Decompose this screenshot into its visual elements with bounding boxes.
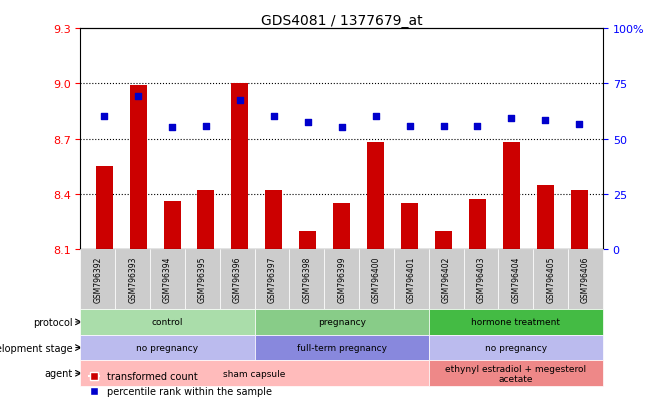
Point	[540, 117, 551, 124]
Bar	[367, 143, 384, 249]
Point	[371, 114, 381, 121]
Point	[98, 114, 109, 121]
Text: full-term pregnancy: full-term pregnancy	[297, 343, 387, 352]
Legend: transformed count, percentile rank within the sample: transformed count, percentile rank withi…	[85, 367, 275, 400]
Text: GSM796400: GSM796400	[372, 256, 381, 303]
Point	[336, 125, 347, 131]
Text: no pregnancy: no pregnancy	[485, 343, 547, 352]
Bar	[163, 202, 180, 249]
Text: pregnancy: pregnancy	[318, 318, 366, 327]
Bar	[129, 86, 147, 249]
Text: GSM796397: GSM796397	[267, 256, 277, 303]
Text: GSM796396: GSM796396	[232, 256, 242, 303]
Bar	[333, 204, 350, 249]
Text: GSM796402: GSM796402	[442, 256, 451, 303]
Point	[269, 114, 279, 121]
Text: development stage: development stage	[0, 343, 72, 353]
Point	[234, 97, 245, 104]
Point	[506, 116, 517, 122]
Bar	[198, 191, 214, 249]
Title: GDS4081 / 1377679_at: GDS4081 / 1377679_at	[261, 14, 423, 28]
Text: GSM796405: GSM796405	[546, 256, 555, 303]
Text: ethynyl estradiol + megesterol
acetate: ethynyl estradiol + megesterol acetate	[446, 364, 586, 383]
Text: agent: agent	[44, 368, 72, 378]
Point	[404, 123, 415, 130]
Text: no pregnancy: no pregnancy	[137, 343, 198, 352]
Bar	[265, 191, 282, 249]
Bar	[231, 84, 249, 249]
Bar	[503, 143, 520, 249]
Text: GSM796401: GSM796401	[407, 256, 416, 303]
Text: GSM796406: GSM796406	[581, 256, 590, 303]
Text: GSM796403: GSM796403	[476, 256, 486, 303]
Bar	[571, 191, 588, 249]
Bar	[96, 167, 113, 249]
Point	[133, 94, 143, 100]
Bar	[469, 200, 486, 249]
Text: protocol: protocol	[33, 317, 72, 327]
Point	[302, 119, 313, 126]
Bar	[435, 231, 452, 249]
Point	[472, 123, 483, 130]
Text: GSM796393: GSM796393	[128, 256, 137, 303]
Point	[438, 123, 449, 130]
Bar	[299, 231, 316, 249]
Text: hormone treatment: hormone treatment	[472, 318, 560, 327]
Point	[167, 125, 178, 131]
Text: GSM796392: GSM796392	[93, 256, 103, 303]
Text: GSM796398: GSM796398	[302, 256, 312, 303]
Text: GSM796399: GSM796399	[337, 256, 346, 303]
Text: GSM796394: GSM796394	[163, 256, 172, 303]
Text: GSM796395: GSM796395	[198, 256, 207, 303]
Bar	[401, 204, 418, 249]
Text: sham capsule: sham capsule	[223, 369, 286, 378]
Point	[574, 121, 585, 128]
Bar	[537, 185, 554, 249]
Text: GSM796404: GSM796404	[511, 256, 521, 303]
Text: control: control	[151, 318, 184, 327]
Point	[200, 123, 211, 130]
